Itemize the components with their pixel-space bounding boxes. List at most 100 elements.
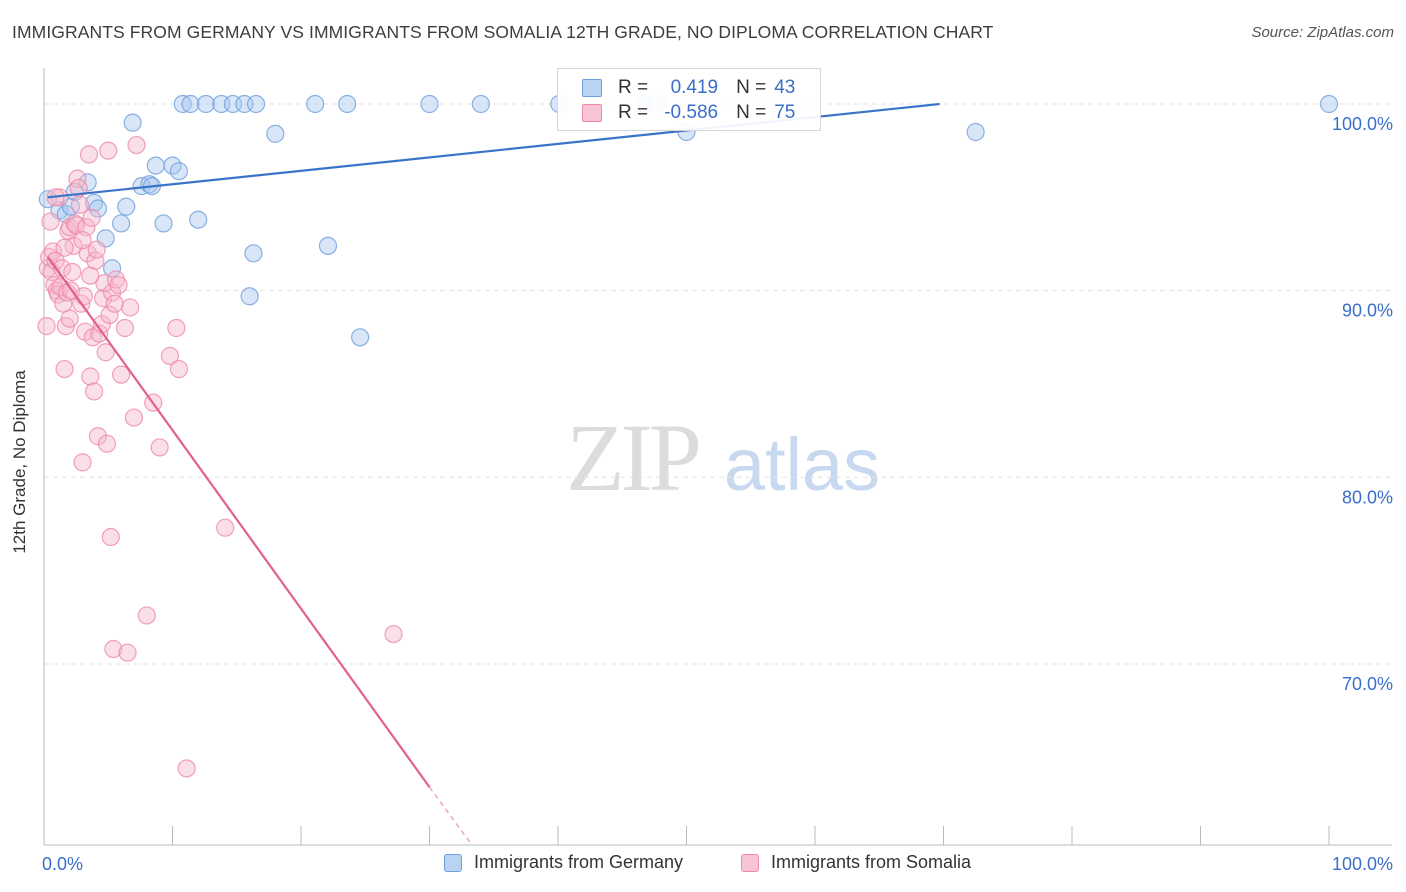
somalia-point <box>81 266 100 285</box>
axes <box>43 68 1392 846</box>
germany-point <box>196 94 216 114</box>
somalia-point <box>82 208 101 227</box>
somalia-point <box>55 238 74 257</box>
somalia-point <box>101 527 120 547</box>
germany-point <box>123 113 142 132</box>
legend-swatch-germany <box>582 79 602 97</box>
watermark-atlas: atlas <box>724 423 880 506</box>
somalia-point <box>169 359 189 379</box>
germany-point <box>189 210 208 229</box>
somalia-point <box>97 434 117 453</box>
somalia-point <box>111 365 131 384</box>
somalia-point <box>37 317 56 336</box>
germany-point <box>240 287 259 306</box>
somalia-point <box>120 298 140 317</box>
germany-point <box>181 94 200 114</box>
germany-point <box>173 94 192 114</box>
somalia-point <box>74 287 93 306</box>
somalia-point <box>160 346 180 366</box>
somalia-point <box>64 236 83 255</box>
watermark-zip: ZIP <box>566 404 699 511</box>
somalia-point <box>384 624 403 644</box>
germany-point <box>471 94 490 114</box>
germany-point <box>351 328 370 347</box>
somalia-point <box>99 141 118 160</box>
legend-label-somalia: Immigrants from Somalia <box>771 852 972 872</box>
somalia-point <box>150 438 169 457</box>
germany-point <box>1319 94 1339 114</box>
correlation-legend: R = 0.419 N = 43 R = -0.586 N = 75 <box>557 68 821 131</box>
somalia-point <box>100 305 119 325</box>
legend-r-label: R = <box>618 102 649 123</box>
germany-point <box>154 214 173 233</box>
series-legend: Immigrants from Germany Immigrants from … <box>0 852 1406 878</box>
somalia-point <box>73 453 92 472</box>
germany-point <box>78 173 97 192</box>
legend-n-value: 43 <box>774 77 796 98</box>
germany-point <box>966 122 985 142</box>
legend-n-label: N = <box>736 77 767 98</box>
germany-point <box>318 236 338 255</box>
legend-item-germany[interactable]: Immigrants from Germany <box>444 852 683 873</box>
germany-point <box>146 156 165 175</box>
somalia-point <box>95 274 114 293</box>
germany-point <box>420 94 439 114</box>
somalia-point <box>63 262 82 282</box>
legend-n-value: 75 <box>774 102 796 123</box>
y-tick-label: 100.0% <box>1332 114 1393 134</box>
legend-swatch-somalia <box>741 853 759 872</box>
legend-swatch-germany <box>444 853 462 872</box>
germany-point <box>103 259 122 278</box>
somalia-point <box>105 294 124 313</box>
chart-title: IMMIGRANTS FROM GERMANY VS IMMIGRANTS FR… <box>12 22 994 42</box>
legend-n-label: N = <box>736 102 767 123</box>
somalia-point <box>41 212 60 231</box>
legend-r-value: 0.419 <box>670 77 719 98</box>
source-label: Source: ZipAtlas.com <box>1251 24 1394 41</box>
legend-item-somalia[interactable]: Immigrants from Somalia <box>741 852 971 873</box>
grid <box>44 103 1392 665</box>
legend-r-value: -0.586 <box>664 102 719 123</box>
somalia-point <box>216 518 235 537</box>
somalia-point <box>167 318 186 338</box>
watermark: ZIP atlas <box>566 404 880 511</box>
somalia-trend-extension <box>428 786 473 846</box>
somalia-point <box>73 231 92 250</box>
y-tick-label: 90.0% <box>1342 301 1393 321</box>
germany-point <box>338 94 357 114</box>
legend-r-label: R = <box>618 77 649 98</box>
legend-row-somalia: R = -0.586 N = 75 <box>582 101 795 125</box>
somalia-point <box>118 643 137 662</box>
somalia-point <box>109 275 128 295</box>
germany-point <box>246 94 266 114</box>
somalia-point <box>177 759 196 778</box>
somalia-point <box>60 309 79 328</box>
somalia-point <box>115 318 135 338</box>
somalia-point <box>85 382 104 401</box>
somalia-point <box>96 343 115 362</box>
germany-point <box>140 175 159 194</box>
tick-labels: 70.0% 80.0% 90.0% 100.0% 0.0% 100.0% <box>42 114 1393 874</box>
somalia-point <box>55 359 74 379</box>
germany-point <box>244 244 263 263</box>
germany-point <box>111 214 131 233</box>
somalia-point <box>127 135 146 155</box>
legend-swatch-somalia <box>582 104 602 122</box>
y-tick-label: 80.0% <box>1342 487 1393 507</box>
germany-point <box>266 124 285 143</box>
y-tick-label: 70.0% <box>1342 674 1393 694</box>
somalia-trend-line <box>46 256 431 788</box>
legend-row-germany: R = 0.419 N = 43 <box>582 76 795 100</box>
somalia-point <box>94 289 113 308</box>
somalia-point <box>79 145 99 164</box>
somalia-point <box>124 408 144 427</box>
somalia-point <box>70 195 90 214</box>
somalia-point <box>68 169 87 188</box>
x-tick-label: 100.0% <box>1332 854 1393 874</box>
germany-point <box>117 197 136 216</box>
germany-point <box>88 199 108 218</box>
germany-point <box>169 162 189 181</box>
x-tick-label: 0.0% <box>42 854 83 874</box>
somalia-point <box>87 240 106 259</box>
